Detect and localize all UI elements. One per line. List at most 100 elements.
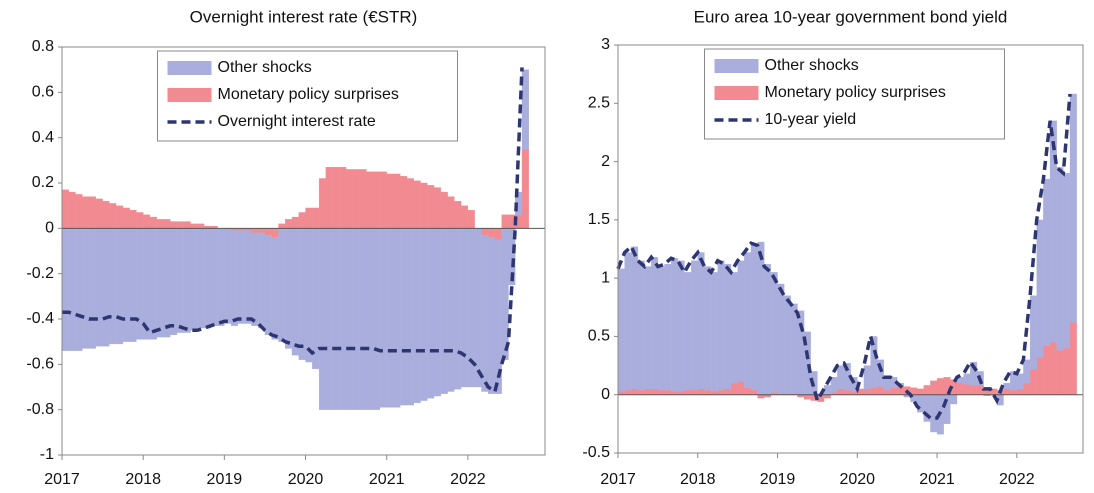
bar — [644, 266, 652, 390]
bar — [224, 228, 232, 324]
bar — [1010, 389, 1017, 395]
bar — [950, 394, 958, 405]
bar — [102, 200, 110, 229]
bar — [963, 384, 971, 395]
bar — [352, 228, 360, 410]
line — [616, 93, 1072, 420]
bar — [95, 228, 103, 347]
bar — [379, 228, 387, 408]
bar — [744, 252, 752, 388]
bar — [406, 178, 414, 229]
bar — [697, 388, 705, 395]
bar — [264, 228, 272, 236]
bar — [129, 228, 137, 342]
bar — [1036, 357, 1044, 395]
bar — [318, 228, 327, 410]
legend-label: Overnight interest rate — [218, 113, 376, 130]
bar — [258, 232, 266, 329]
bar — [770, 272, 778, 393]
bar — [481, 228, 489, 236]
y-tick-label: 3 — [601, 36, 610, 53]
bar — [684, 272, 692, 391]
bar — [102, 228, 110, 347]
bar — [88, 196, 96, 229]
legend-swatch — [167, 61, 212, 75]
bar — [271, 228, 279, 238]
bar — [1016, 373, 1024, 390]
bar — [271, 237, 279, 340]
x-tick-label: 2017 — [600, 471, 636, 488]
bar — [684, 389, 692, 395]
bar — [730, 272, 738, 384]
bar — [631, 246, 639, 390]
bar — [724, 264, 732, 390]
bar — [930, 394, 938, 433]
bar — [710, 391, 718, 395]
bar — [657, 266, 665, 391]
legend-label: Monetary policy surprises — [218, 86, 399, 103]
bar — [460, 228, 469, 388]
bar — [460, 205, 469, 229]
bar — [278, 228, 286, 342]
bar — [521, 148, 529, 229]
bar — [890, 387, 898, 395]
bar — [704, 389, 712, 395]
bar — [345, 228, 354, 410]
bar — [285, 228, 293, 349]
bar — [823, 394, 831, 399]
bar — [923, 385, 931, 395]
bar — [291, 228, 299, 356]
bar — [717, 260, 725, 391]
bar — [1003, 382, 1011, 390]
bar — [339, 166, 347, 229]
bar — [644, 388, 652, 395]
bar — [244, 230, 252, 324]
bar — [359, 169, 367, 229]
bar — [1029, 295, 1037, 370]
legend-label: Monetary policy surprises — [765, 84, 946, 101]
y-tick-label: -0.5 — [582, 444, 610, 461]
x-tick-label: 2019 — [207, 471, 243, 488]
bar — [764, 264, 771, 395]
bar — [837, 365, 845, 390]
bar — [956, 382, 964, 395]
bar — [318, 178, 327, 229]
y-tick-label: 0.4 — [32, 129, 54, 146]
bar — [1063, 347, 1071, 395]
bar — [488, 237, 496, 394]
bar — [183, 221, 191, 229]
bar — [1069, 93, 1077, 323]
x-tick-label: 2017 — [44, 471, 80, 488]
y-tick-label: -1 — [40, 446, 54, 463]
bar — [163, 228, 171, 338]
bar — [386, 228, 394, 408]
bar — [1029, 368, 1037, 395]
bar — [1023, 359, 1031, 384]
bar — [521, 69, 529, 150]
bar — [75, 228, 83, 351]
legend-label: Other shocks — [218, 59, 312, 76]
bar — [251, 228, 259, 234]
bar — [1056, 350, 1064, 395]
bar — [143, 214, 151, 229]
bar — [61, 228, 69, 351]
bar — [156, 219, 164, 229]
bar — [406, 228, 414, 406]
bar — [95, 198, 103, 229]
bar — [413, 180, 421, 229]
bar — [149, 228, 157, 340]
bar — [109, 228, 117, 345]
y-tick-label: -0.4 — [26, 310, 54, 327]
bar — [1043, 178, 1051, 346]
bar — [433, 228, 441, 397]
bar — [717, 389, 725, 395]
bar — [1063, 173, 1071, 349]
bar — [481, 234, 489, 392]
bar — [454, 228, 462, 390]
bar — [830, 377, 838, 393]
bar — [183, 228, 191, 333]
line — [62, 67, 524, 395]
bar — [400, 228, 408, 406]
bar — [82, 228, 90, 349]
